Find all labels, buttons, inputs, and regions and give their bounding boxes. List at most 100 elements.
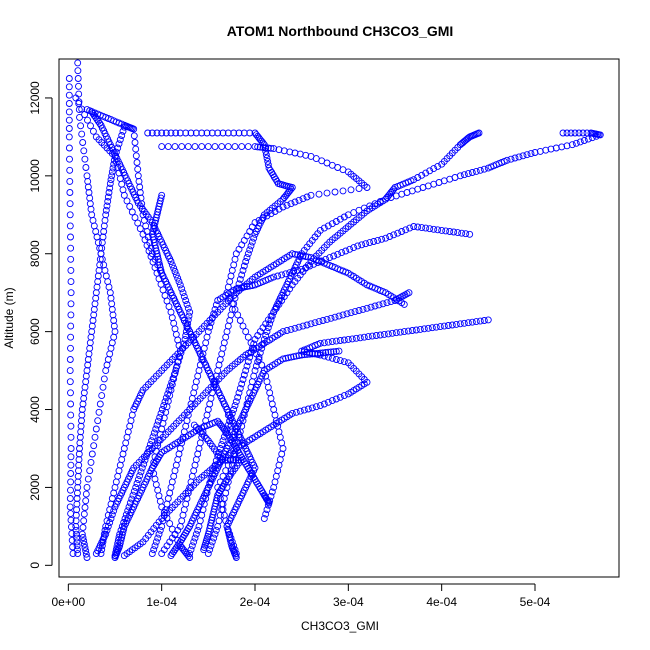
data-point bbox=[166, 520, 174, 528]
data-point bbox=[219, 344, 227, 352]
data-point bbox=[254, 143, 262, 151]
data-point bbox=[304, 405, 312, 413]
data-point bbox=[76, 113, 83, 121]
data-point bbox=[480, 165, 488, 173]
data-point bbox=[426, 167, 434, 175]
data-point bbox=[223, 328, 231, 336]
data-point bbox=[576, 138, 584, 146]
data-point bbox=[108, 168, 116, 176]
data-point bbox=[222, 333, 230, 341]
data-point bbox=[66, 378, 74, 386]
data-point bbox=[418, 224, 426, 232]
data-point bbox=[91, 300, 99, 308]
data-point bbox=[86, 344, 94, 352]
data-point bbox=[144, 129, 152, 137]
data-point bbox=[194, 426, 202, 434]
data-point bbox=[188, 542, 196, 550]
data-point bbox=[111, 552, 119, 560]
data-point bbox=[80, 510, 88, 518]
data-point bbox=[244, 143, 252, 151]
data-point bbox=[74, 75, 82, 82]
data-point bbox=[259, 144, 267, 151]
data-point bbox=[412, 326, 420, 334]
data-point bbox=[67, 453, 75, 461]
data-point bbox=[134, 476, 142, 484]
data-point bbox=[102, 367, 110, 375]
data-point bbox=[203, 411, 211, 419]
data-point bbox=[263, 328, 271, 336]
data-point bbox=[101, 266, 109, 274]
data-point bbox=[110, 333, 118, 341]
data-point bbox=[428, 324, 436, 332]
data-point bbox=[81, 544, 89, 551]
data-point bbox=[368, 332, 376, 340]
data-point bbox=[104, 356, 112, 363]
data-point bbox=[140, 460, 148, 468]
data-point bbox=[128, 208, 136, 216]
data-point bbox=[96, 261, 104, 269]
data-point bbox=[198, 129, 206, 137]
data-point bbox=[115, 467, 123, 475]
data-point bbox=[248, 344, 256, 352]
data-point bbox=[262, 510, 270, 518]
data-point bbox=[255, 216, 263, 224]
data-point bbox=[218, 441, 226, 449]
data-point bbox=[260, 515, 268, 523]
data-point bbox=[303, 193, 311, 201]
data-point bbox=[89, 317, 97, 324]
data-point bbox=[155, 492, 163, 500]
data-point bbox=[263, 378, 271, 386]
data-point bbox=[592, 132, 600, 140]
data-point bbox=[120, 519, 128, 526]
data-point bbox=[167, 552, 175, 560]
data-point bbox=[567, 129, 575, 137]
data-point bbox=[81, 383, 89, 391]
data-point bbox=[274, 272, 282, 280]
data-point bbox=[110, 322, 118, 330]
data-point bbox=[234, 393, 242, 401]
data-point bbox=[340, 358, 348, 366]
data-point bbox=[196, 439, 204, 447]
data-point bbox=[91, 433, 99, 441]
data-point bbox=[332, 337, 340, 345]
data-point bbox=[110, 317, 118, 324]
data-point bbox=[252, 362, 260, 370]
data-point bbox=[340, 336, 348, 344]
data-point bbox=[319, 317, 327, 324]
data-point bbox=[334, 250, 342, 258]
data-point bbox=[136, 225, 144, 233]
data-point bbox=[430, 165, 438, 173]
data-point bbox=[315, 190, 323, 198]
data-point bbox=[132, 145, 140, 153]
data-point bbox=[163, 500, 171, 508]
data-point bbox=[239, 266, 247, 274]
data-point bbox=[575, 129, 583, 137]
data-point bbox=[523, 151, 531, 159]
data-point bbox=[404, 327, 412, 335]
data-point bbox=[242, 367, 250, 375]
data-point bbox=[75, 456, 83, 464]
data-point bbox=[73, 500, 81, 508]
data-point bbox=[78, 406, 86, 413]
data-point bbox=[128, 495, 136, 503]
data-point bbox=[596, 131, 604, 139]
data-point bbox=[98, 546, 106, 554]
data-point bbox=[187, 129, 195, 137]
data-point bbox=[264, 383, 272, 391]
data-point bbox=[116, 136, 124, 144]
data-point bbox=[302, 151, 310, 159]
data-point bbox=[120, 445, 128, 452]
data-point bbox=[408, 327, 416, 334]
data-point bbox=[88, 322, 96, 330]
data-point bbox=[480, 317, 488, 324]
data-point bbox=[126, 499, 134, 507]
data-point bbox=[323, 315, 331, 323]
data-point bbox=[316, 402, 324, 410]
x-tick-label: 0e+00 bbox=[51, 595, 85, 609]
data-point bbox=[141, 456, 149, 464]
data-point bbox=[65, 91, 73, 99]
data-point bbox=[182, 332, 190, 339]
data-point bbox=[434, 226, 442, 234]
data-point bbox=[319, 349, 327, 357]
data-point bbox=[110, 489, 118, 497]
